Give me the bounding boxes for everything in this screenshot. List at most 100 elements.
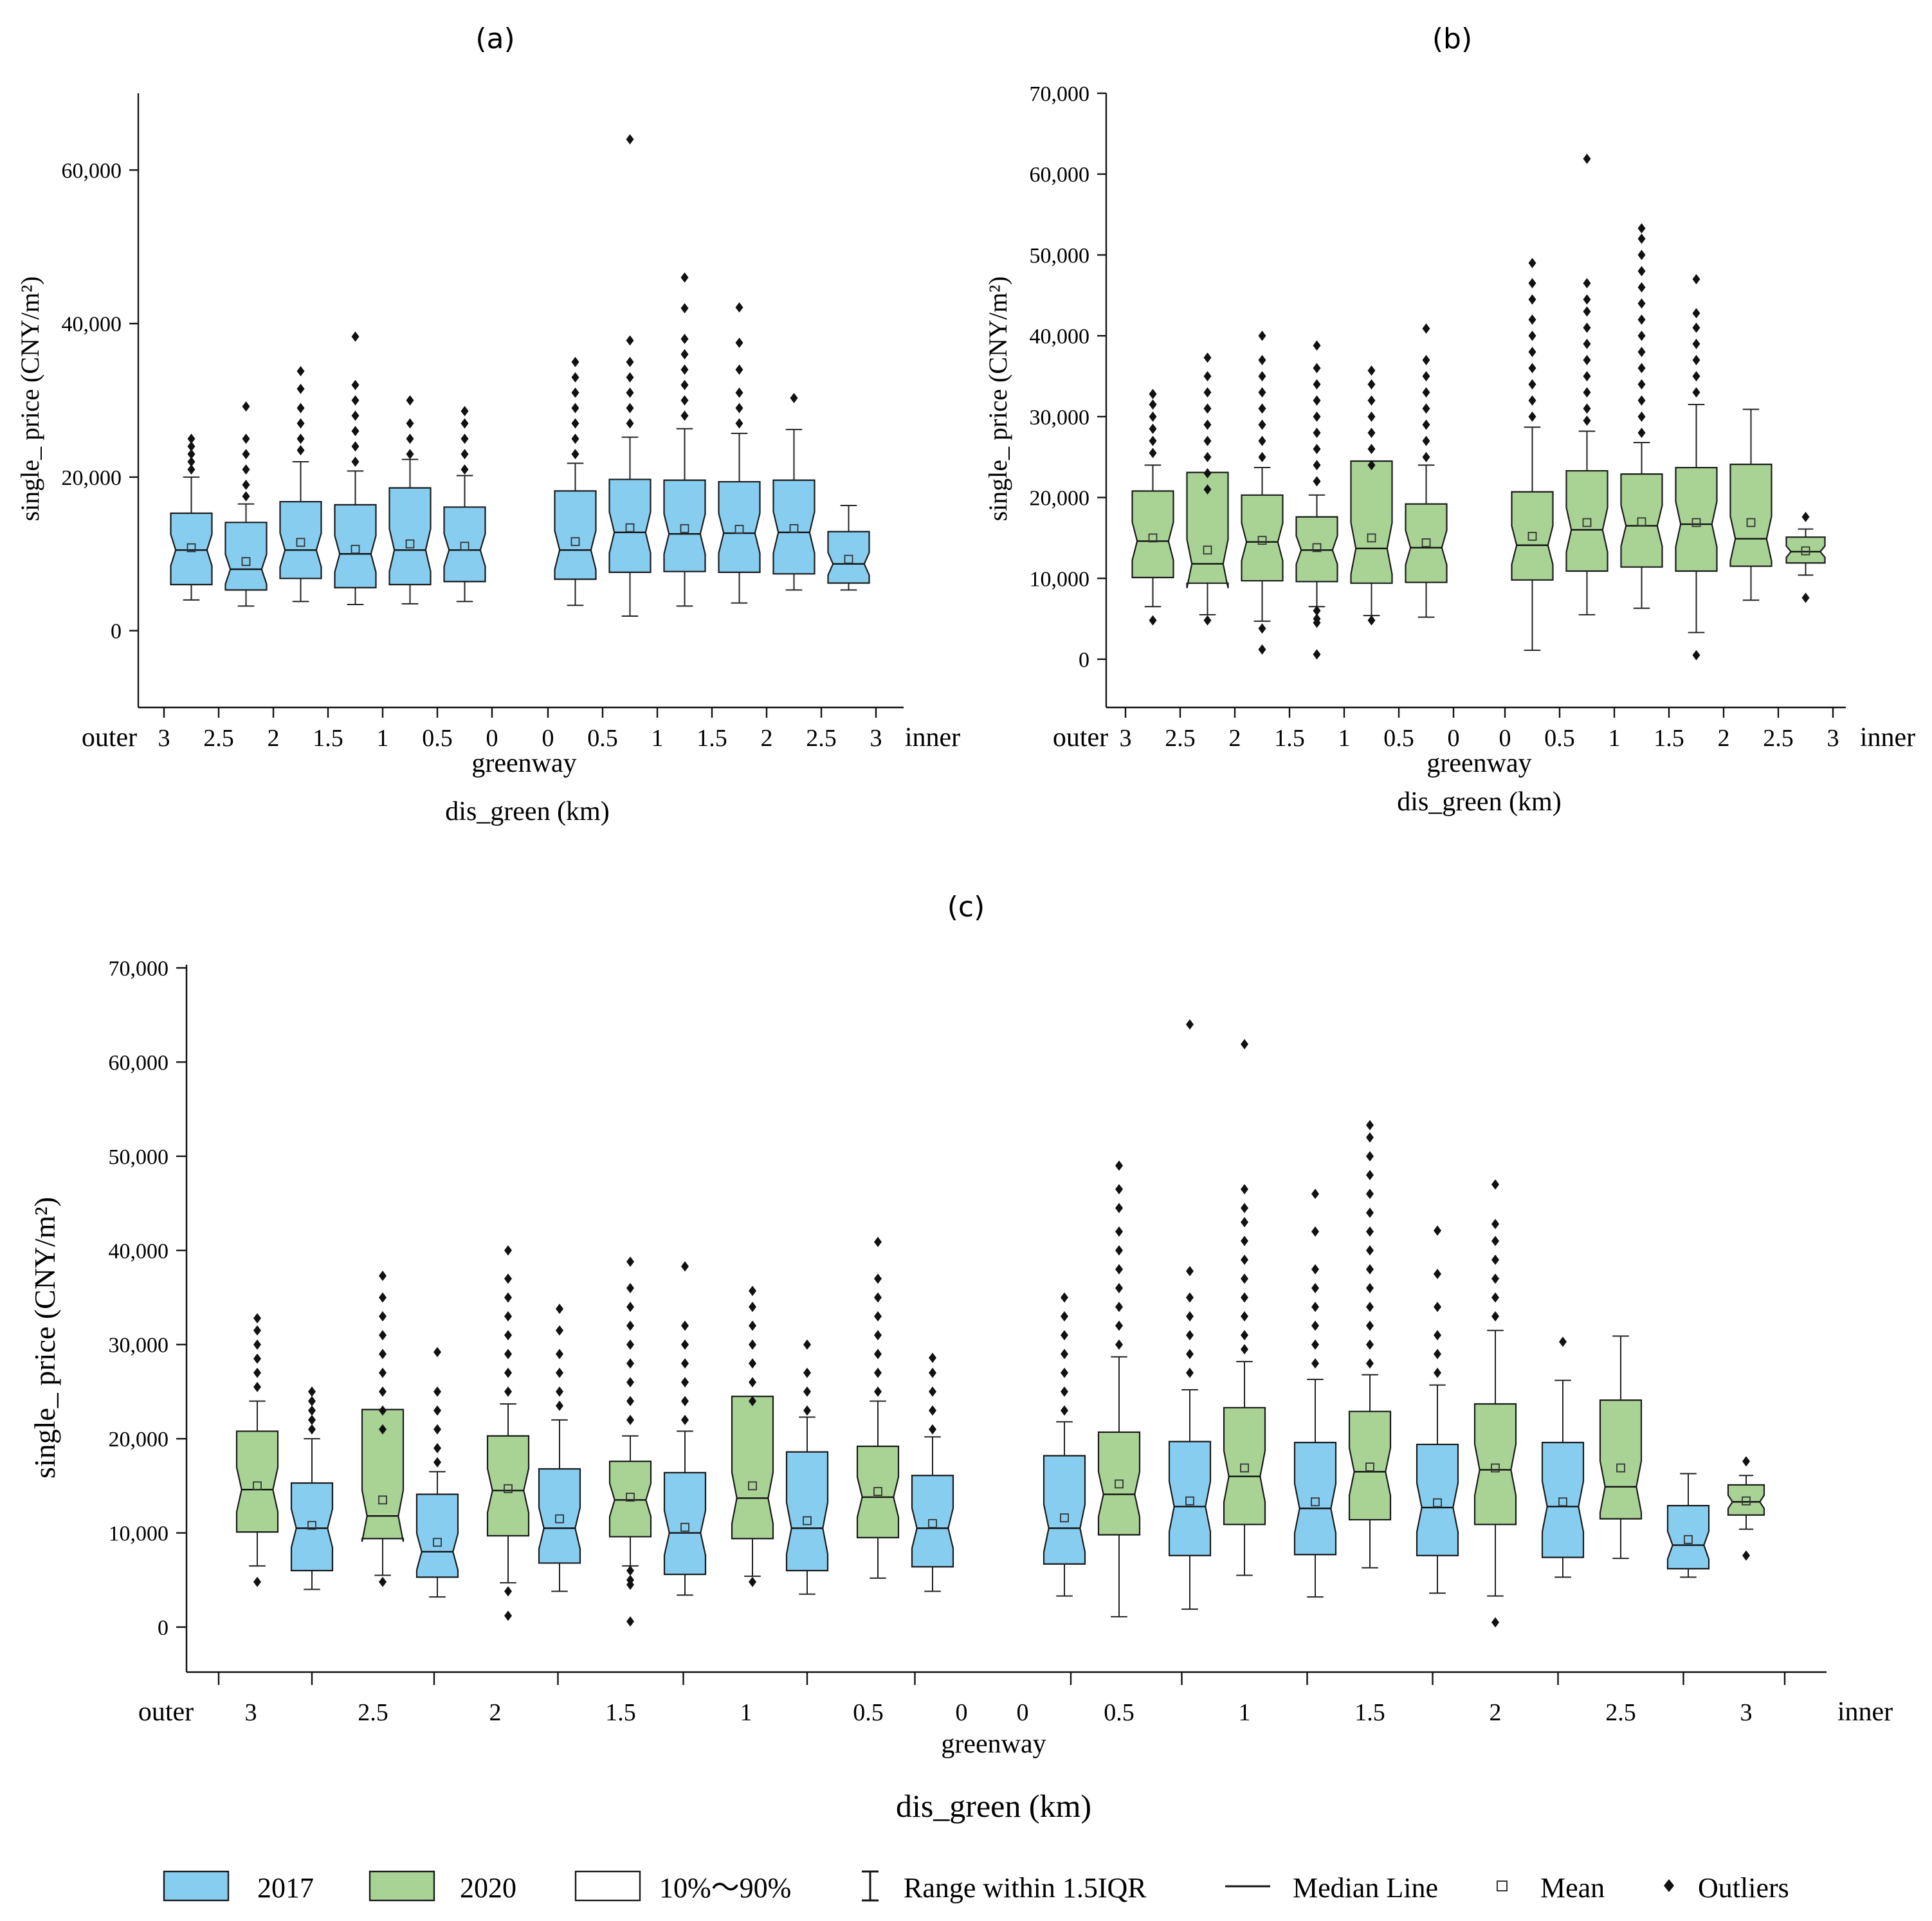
- panel-b-box-2-outlier: [1258, 371, 1266, 381]
- panel-b-y-label: single_ price (CNY/m²): [983, 277, 1012, 522]
- panel-b-box-5-outlier: [1422, 387, 1430, 398]
- panel-c-box-2017-inner-2-outlier: [1311, 1282, 1319, 1293]
- panel-c-box-2017-inner-2-outlier: [1311, 1302, 1319, 1313]
- panel-c-box-2017-inner-2-mean: [1311, 1497, 1320, 1507]
- panel-c-box-2020-inner-0-outlier: [1115, 1302, 1123, 1313]
- panel-b-ytick-label: 60,000: [1030, 163, 1090, 187]
- panel-c-box-2020-inner-0-outlier: [1115, 1226, 1123, 1237]
- panel-a-xtick-label: 2.5: [806, 725, 837, 752]
- panel-c-box-2017-outer-0: [290, 1386, 334, 1590]
- panel-b-box-7-outlier: [1583, 403, 1591, 414]
- panel-b-box-5-mean: [1421, 538, 1431, 547]
- panel-b-box-5-outlier: [1422, 403, 1430, 414]
- panel-c-xtick-label: 1.5: [1354, 1699, 1385, 1726]
- panel-c-box-2017-outer-3-outlier: [681, 1261, 689, 1272]
- panel-a-box-4-mean: [405, 539, 415, 549]
- panel-a-box-5: [443, 406, 486, 603]
- panel-c-box-2017-outer-4-outlier: [803, 1386, 811, 1397]
- panel-b-box-5: [1405, 323, 1448, 618]
- panel-c-box-2017-outer-1-mean: [433, 1538, 442, 1547]
- legend-range-icon: [862, 1870, 879, 1902]
- legend-label-range: Range within 1.5IQR: [904, 1872, 1147, 1904]
- panel-a-box-3-outlier: [351, 331, 360, 342]
- panel-a-box-8-outlier: [680, 334, 689, 344]
- panel-c-box-2017-outer-4-outlier: [803, 1405, 811, 1416]
- panel-b-box-9-outlier: [1692, 338, 1700, 349]
- panel-c-box-2020-outer-4-outlier: [749, 1358, 756, 1369]
- panel-c-box-2017-inner-0-outlier: [1061, 1330, 1068, 1341]
- panel-c-box-2020-inner-2-outlier: [1366, 1320, 1374, 1331]
- panel-b-box-4-outlier: [1367, 460, 1376, 471]
- panel-c-box-2020-inner-2-outlier: [1366, 1132, 1374, 1143]
- panel-b-box-8-outlier: [1637, 250, 1646, 260]
- panel-a-box-10-outlier: [790, 392, 798, 403]
- panel-b-box-3-outlier: [1313, 444, 1321, 455]
- panel-c-box-2017-outer-3-outlier: [681, 1377, 689, 1388]
- panel-c: (c) 0 10,000 20,000 30,000 40,000 50,000 60,00…: [28, 891, 1893, 1824]
- panel-a-box-7-outlier: [626, 335, 634, 346]
- panel-a-box-4: [388, 395, 432, 605]
- panel-c-box-2020-inner-2-outlier: [1366, 1339, 1374, 1350]
- panel-b-box-3-outlier: [1313, 460, 1321, 471]
- panel-b-ytick-label: 30,000: [1030, 406, 1090, 430]
- panel-b-box-11-box: [1785, 536, 1826, 564]
- panel-a-box-10-box: [772, 479, 816, 575]
- panel-c-box-2020-inner-1-outlier: [1241, 1311, 1248, 1322]
- panel-c-box-2020-inner-1-outlier: [1241, 1330, 1248, 1341]
- panel-c-box-2020-inner-1-box: [1223, 1407, 1266, 1525]
- panel-b-box-4-outlier: [1367, 365, 1376, 376]
- panel-c-box-2020-outer-2-outlier: [504, 1311, 512, 1322]
- panel-c-box-2017-inner-1-box: [1168, 1441, 1212, 1556]
- panel-b-box-0-outlier: [1149, 615, 1157, 626]
- panel-a-box-0-box: [170, 512, 213, 586]
- panel-b-box-4-outlier: [1367, 615, 1376, 626]
- panel-b-box-2: [1241, 331, 1284, 655]
- panel-c-box-2017-inner-1-outlier: [1186, 1349, 1194, 1360]
- panel-b-box-1-outlier: [1203, 419, 1212, 430]
- panel-c-box-2020-outer-5-outlier: [874, 1367, 882, 1378]
- panel-a-ytick-label: 0: [111, 620, 122, 644]
- panel-b-box-3-outlier: [1313, 617, 1321, 628]
- panel-c-box-2017-inner-2: [1293, 1188, 1337, 1598]
- panel-c-box-2020-inner-5-mean: [1742, 1496, 1751, 1506]
- panel-a-xtick-label: 0: [542, 725, 554, 752]
- panel-c-box-2020-inner-3-outlier: [1491, 1292, 1499, 1303]
- panel-b-box-0-outlier: [1149, 399, 1157, 410]
- panel-c-box-2017-inner-1-outlier: [1186, 1292, 1194, 1303]
- panel-b-box-11: [1785, 511, 1826, 603]
- panel-c-box-2020-inner-2-outlier: [1366, 1151, 1374, 1161]
- panel-c-box-2020-inner-0-outlier: [1115, 1245, 1123, 1256]
- panel-b-box-9-outlier: [1692, 307, 1700, 318]
- panel-c-box-2020-inner-2-outlier: [1366, 1226, 1374, 1237]
- panel-a-box-6-outlier: [571, 356, 579, 367]
- panel-a-box-8-outlier: [680, 349, 689, 360]
- panel-b-box-11-outlier: [1801, 511, 1810, 522]
- panel-c-box-2017-inner-2-outlier: [1311, 1320, 1319, 1331]
- panel-c-box-2020-outer-2-outlier: [504, 1367, 512, 1378]
- panel-c-box-2017-inner-2-outlier: [1311, 1339, 1319, 1350]
- panel-b-box-1-outlier: [1203, 451, 1212, 462]
- panel-a-box-2-outlier: [296, 433, 305, 444]
- panel-c-box-2017-outer-3-outlier: [681, 1396, 689, 1407]
- panel-b-box-8-outlier: [1637, 223, 1646, 233]
- panel-b-box-2-outlier: [1258, 387, 1266, 398]
- panel-b-box-5-box: [1405, 503, 1448, 583]
- panel-c-xtick-label: 2: [1490, 1699, 1502, 1726]
- panel-c-ytick-label: 20,000: [109, 1428, 169, 1452]
- panel-b-xtick-label: 2.5: [1165, 725, 1196, 752]
- panel-c-box-2020-outer-0: [235, 1313, 279, 1587]
- panel-a-box-11-mean: [844, 554, 853, 564]
- panel-b-x-label: dis_green (km): [1397, 787, 1561, 817]
- panel-b-box-6-mean: [1527, 532, 1537, 541]
- panel-b-box-5-outlier: [1422, 354, 1430, 365]
- panel-c-ytick-label: 60,000: [109, 1051, 169, 1075]
- panel-b-box-9-outlier: [1692, 650, 1700, 660]
- panel-c-box-2017-inner-0-outlier: [1061, 1349, 1068, 1360]
- panel-a-box-7-outlier: [626, 372, 634, 383]
- panel-b-box-6-outlier: [1528, 411, 1536, 422]
- panel-b-box-0-outlier: [1149, 411, 1157, 422]
- panel-b-xtick-label: 1.5: [1654, 725, 1684, 752]
- panel-c-box-2020-outer-1-mean: [378, 1495, 387, 1505]
- panel-c-box-2020-outer-3: [608, 1256, 652, 1627]
- panel-a-xtick-label: 0: [486, 725, 498, 752]
